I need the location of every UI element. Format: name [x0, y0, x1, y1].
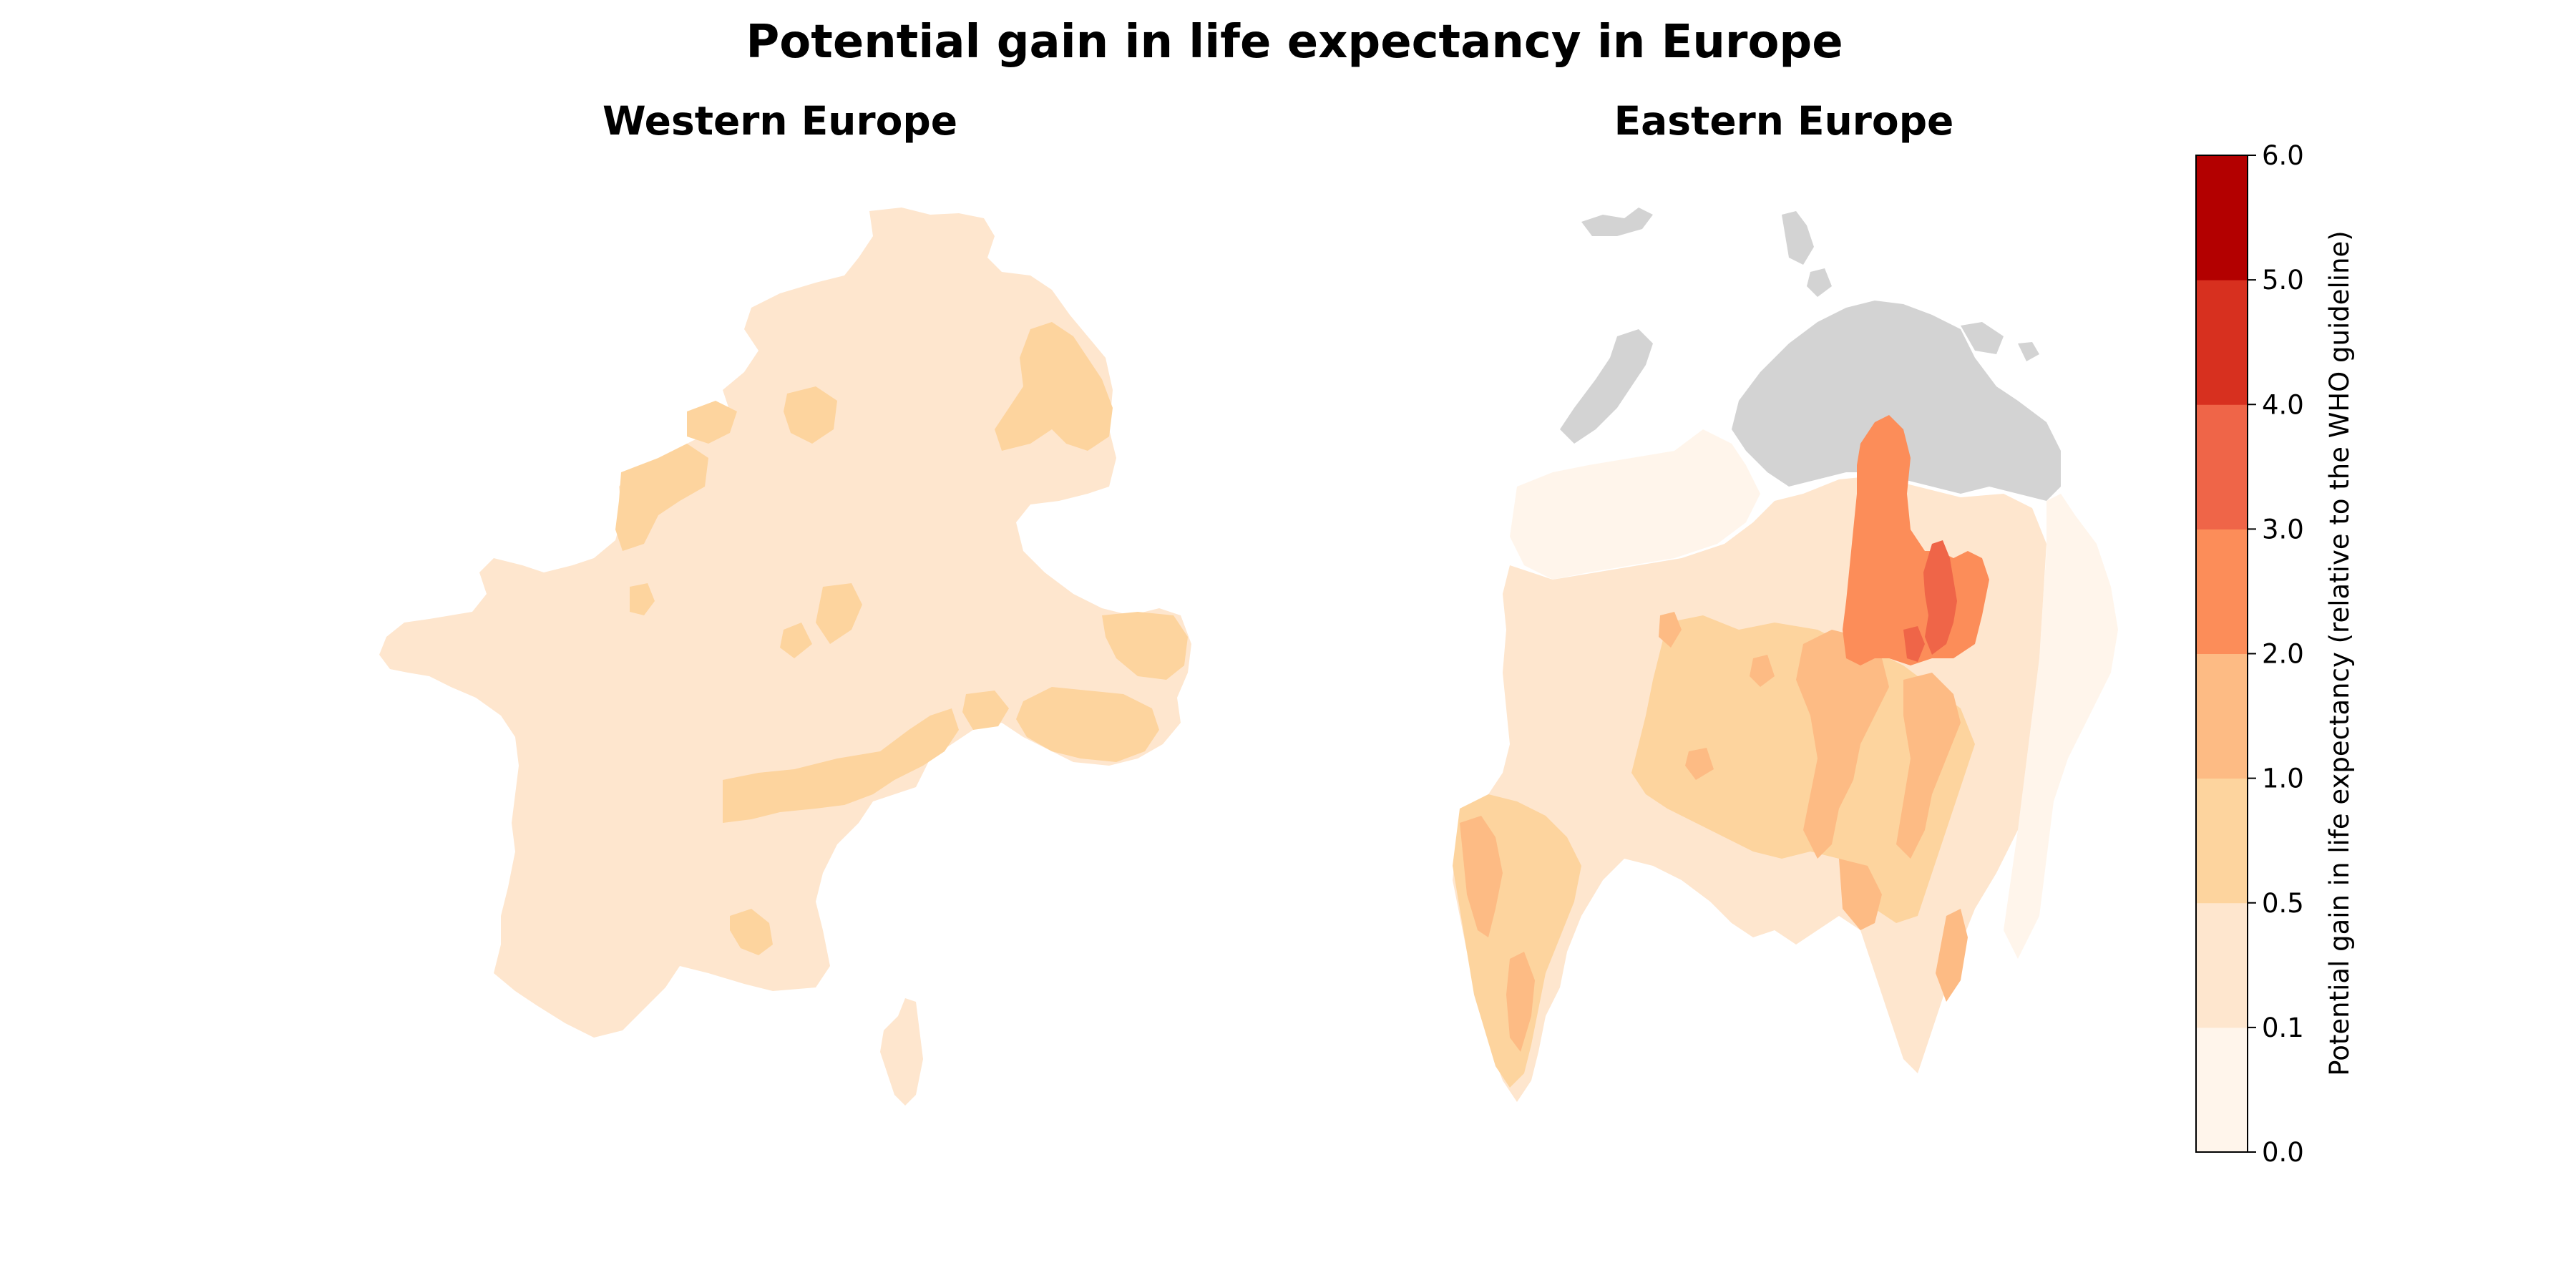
region-western-provence: [730, 909, 773, 955]
region-eastern-small-hotspot-3: [1685, 748, 1714, 780]
colorbar-label: Potential gain in life expectancy (relat…: [2324, 230, 2355, 1075]
colorbar-tick-label: 6.0: [2262, 140, 2304, 171]
colorbar-tick-label: 0.0: [2262, 1137, 2304, 1168]
region-eastern-balkan-hot: [1506, 952, 1535, 1052]
region-eastern-no-data-islands-5: [2018, 342, 2039, 361]
region-western-mainland: [379, 208, 1191, 1038]
region-western-lorraine: [816, 583, 862, 644]
region-eastern-southwest-hot: [1460, 816, 1503, 937]
colorbar-band: [2196, 902, 2248, 1028]
colorbar-band: [2196, 778, 2248, 904]
region-western-hesse: [780, 623, 812, 658]
region-eastern-north-band: [1510, 429, 1760, 580]
region-eastern-small-hotspot-1: [1659, 612, 1682, 648]
region-eastern-no-data-islands-2: [1782, 211, 1814, 265]
region-eastern-southeast-orange: [1936, 909, 1968, 1002]
region-western-north-germany: [995, 322, 1113, 451]
region-western-netherlands: [687, 401, 737, 444]
colorbar-band: [2196, 280, 2248, 405]
region-eastern-central-orange: [1796, 630, 1889, 859]
region-western-belgium: [615, 444, 708, 551]
eastern-europe-map: [1453, 208, 2118, 1102]
colorbar-tick-label: 5.0: [2262, 265, 2304, 296]
region-eastern-south-orange: [1839, 859, 1882, 930]
figure-title: Potential gain in life expectancy in Eur…: [746, 16, 1843, 69]
region-western-austria: [1016, 687, 1159, 762]
region-eastern-small-hotspot-2: [1750, 655, 1775, 687]
colorbar-tick-label: 2.0: [2262, 639, 2304, 670]
colorbar-ticks: 0.0 0.1 0.5 1.0 2.0 3.0 4.0 5.0 6.0: [2248, 140, 2304, 1168]
colorbar-tick-label: 3.0: [2262, 514, 2304, 545]
region-eastern-no-data-islands-1: [1581, 208, 1653, 236]
western-europe-map: [379, 208, 1191, 1106]
region-eastern-hotspot-core: [1923, 540, 1957, 655]
colorbar: 0.0 0.1 0.5 1.0 2.0 3.0 4.0 5.0 6.0 Potential ga…: [2195, 140, 2355, 1168]
region-western-paris: [630, 583, 655, 615]
region-corsica: [880, 998, 923, 1106]
colorbar-band: [2196, 155, 2248, 280]
region-western-alps: [723, 708, 959, 823]
colorbar-tick-label: 4.0: [2262, 389, 2304, 420]
colorbar-band: [2196, 404, 2248, 530]
colorbar-band: [2196, 529, 2248, 654]
region-eastern-no-data-islands-4: [1961, 322, 2004, 354]
panel-title-eastern-europe: Eastern Europe: [1614, 98, 1954, 144]
colorbar-band: [2196, 653, 2248, 779]
region-eastern-east-band: [2004, 494, 2118, 959]
region-eastern-no-data-north: [1732, 301, 2061, 501]
panel-title-western-europe: Western Europe: [602, 98, 957, 144]
region-western-bavaria: [1102, 612, 1188, 680]
colorbar-band: [2196, 1027, 2248, 1153]
colorbar-tick-label: 1.0: [2262, 763, 2304, 794]
colorbar-tick-label: 0.5: [2262, 888, 2304, 919]
region-eastern-no-data-islands-3: [1807, 268, 1832, 297]
region-eastern-east-orange: [1896, 673, 1961, 859]
region-western-ruhr: [784, 386, 837, 444]
region-western-swiss: [962, 691, 1009, 730]
region-eastern-no-data-northwest: [1560, 329, 1653, 444]
colorbar-bands: [2196, 155, 2248, 1153]
region-eastern-middle-band: [1631, 615, 1975, 923]
colorbar-tick-label: 0.1: [2262, 1013, 2304, 1043]
region-eastern-hotspot-core-south: [1903, 626, 1925, 662]
